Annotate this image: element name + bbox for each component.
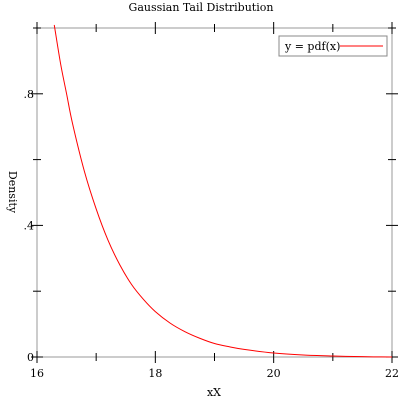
x-tick-label: 18 — [148, 367, 162, 380]
y-tick-label: 0 — [27, 351, 34, 364]
x-tick-labels: 16 18 20 22 — [30, 367, 399, 380]
x-tick-label: 20 — [267, 367, 281, 380]
y-tick-label: .4 — [24, 219, 35, 232]
chart-title: Gaussian Tail Distribution — [129, 1, 274, 14]
y-axis-label: Density — [6, 171, 19, 214]
x-axis-label: xX — [207, 386, 221, 399]
x-tick-label: 16 — [30, 367, 44, 380]
legend: y = pdf(x) — [278, 35, 388, 57]
x-tick-label: 22 — [385, 367, 399, 380]
y-tick-label: .8 — [24, 88, 35, 101]
axis-ticks — [31, 22, 398, 363]
series-line-pdf — [53, 24, 393, 358]
legend-box — [278, 35, 388, 57]
y-tick-labels: 0 .4 .8 — [24, 88, 35, 364]
legend-label: y = pdf(x) — [284, 40, 340, 53]
